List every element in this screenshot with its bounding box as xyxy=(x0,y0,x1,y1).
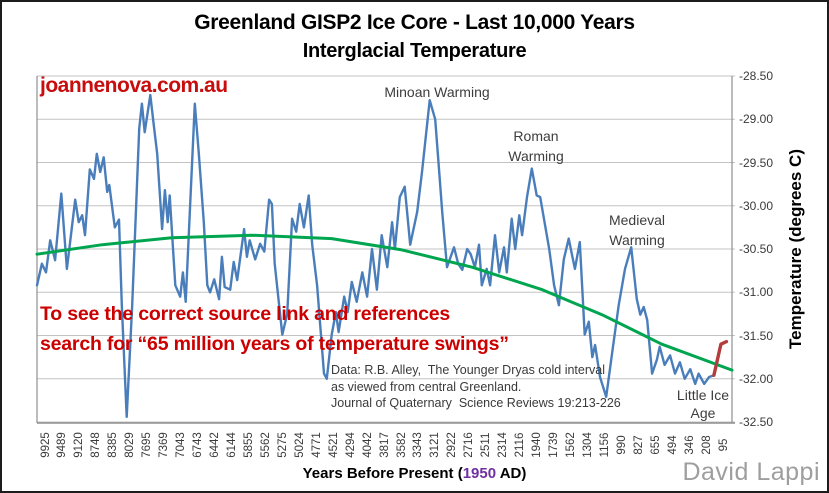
citation-line3: Journal of Quaternary Science Reviews 19… xyxy=(331,396,621,410)
citation-line1: Data: R.B. Alley, The Younger Dryas cold… xyxy=(331,363,605,377)
x-tick-label: 9489 xyxy=(56,432,69,458)
annotation-little-ice-age: Little Ice Age xyxy=(676,387,730,421)
x-tick-label: 4042 xyxy=(361,432,374,458)
x-tick-label: 2511 xyxy=(480,432,493,458)
data-citation: Data: R.B. Alley, The Younger Dryas cold… xyxy=(331,362,621,412)
annotation-minoan-warming: Minoan Warming xyxy=(384,84,490,100)
y-tick-label: -30.50 xyxy=(739,242,774,256)
chart-title: Greenland GISP2 Ice Core - Last 10,000 Y… xyxy=(2,11,827,63)
watermark-text: joannenova.com.au xyxy=(40,74,228,97)
x-tick-label: 827 xyxy=(632,435,645,455)
x-tick-label: 3817 xyxy=(378,432,391,458)
x-tick-label: 990 xyxy=(615,435,628,455)
x-tick-label: 95 xyxy=(717,438,730,452)
x-tick-label: 7695 xyxy=(141,432,154,458)
x-tick-label: 8385 xyxy=(107,432,120,458)
x-tick-label: 6144 xyxy=(225,432,238,458)
x-tick-label: 208 xyxy=(700,435,713,455)
x-tick-label: 4521 xyxy=(327,432,340,458)
x-tick-label: 2716 xyxy=(463,432,476,458)
x-tick-label: 5855 xyxy=(242,432,255,458)
series-0 xyxy=(35,93,716,418)
y-axis-title: Temperature (degrees C) xyxy=(786,149,805,349)
x-tick-label: 494 xyxy=(666,435,679,455)
x-tick-label: 3582 xyxy=(395,432,408,458)
x-tick-label: 2314 xyxy=(497,432,510,458)
x-tick-label: 3343 xyxy=(412,432,425,458)
y-tick-label: -28.50 xyxy=(739,69,774,83)
y-tick-label: -29.00 xyxy=(739,112,774,127)
source-notice-line2: search for “65 million years of temperat… xyxy=(40,333,509,355)
x-tick-label: 7369 xyxy=(158,432,171,458)
x-tick-label: 1156 xyxy=(598,432,611,458)
y-tick-label: -32.00 xyxy=(739,371,774,386)
chart-title-line2: Interglacial Temperature xyxy=(302,40,527,62)
x-tick-label: 655 xyxy=(649,435,662,455)
x-tick-label: 6442 xyxy=(209,432,221,458)
x-axis-title-suffix: AD) xyxy=(496,465,527,482)
x-tick-label: 9925 xyxy=(39,432,52,458)
x-tick-label: 6743 xyxy=(192,432,204,458)
y-tick-label: -31.50 xyxy=(739,328,774,343)
x-tick-label: 3121 xyxy=(429,432,442,458)
source-notice: To see the correct source link and refer… xyxy=(40,299,509,359)
credit-text: David Lappi xyxy=(682,458,820,486)
x-tick-label: 1562 xyxy=(565,432,577,458)
x-tick-label: 7043 xyxy=(175,432,188,458)
x-tick-label: 1940 xyxy=(531,432,544,458)
x-tick-label: 2922 xyxy=(446,432,459,458)
x-tick-label: 8748 xyxy=(90,432,103,458)
x-tick-label: 9120 xyxy=(73,432,86,458)
y-tick-label: -32.50 xyxy=(739,415,774,429)
citation-line2: as viewed from central Greenland. xyxy=(331,379,522,394)
series-2 xyxy=(712,339,729,377)
x-tick-label: 5275 xyxy=(276,432,289,458)
series-1 xyxy=(35,233,734,372)
y-tick-label: -30.00 xyxy=(739,198,774,213)
x-tick-label: 1739 xyxy=(548,432,560,458)
x-axis-title: Years Before Present (1950 AD) xyxy=(2,465,827,482)
x-tick-label: 1304 xyxy=(581,432,594,458)
x-tick-label: 5024 xyxy=(293,432,306,458)
x-tick-label: 8029 xyxy=(124,432,137,458)
annotation-roman-warming: Roman Warming xyxy=(508,128,564,164)
x-tick-label: 4294 xyxy=(344,432,357,458)
x-tick-label: 2116 xyxy=(514,432,527,458)
x-axis-title-prefix: Years Before Present ( xyxy=(302,465,463,482)
x-tick-label: 346 xyxy=(683,435,696,455)
x-tick-label: 5562 xyxy=(259,432,272,458)
y-tick-label: -31.00 xyxy=(739,285,774,300)
annotation-medieval-warming: Medieval Warming xyxy=(608,212,666,248)
x-axis-title-year: 1950 xyxy=(462,465,497,482)
source-notice-line1: To see the correct source link and refer… xyxy=(40,303,451,325)
y-tick-label: -29.50 xyxy=(739,155,774,170)
chart-title-line1: Greenland GISP2 Ice Core - Last 10,000 Y… xyxy=(194,11,635,34)
x-tick-label: 4771 xyxy=(310,432,323,458)
